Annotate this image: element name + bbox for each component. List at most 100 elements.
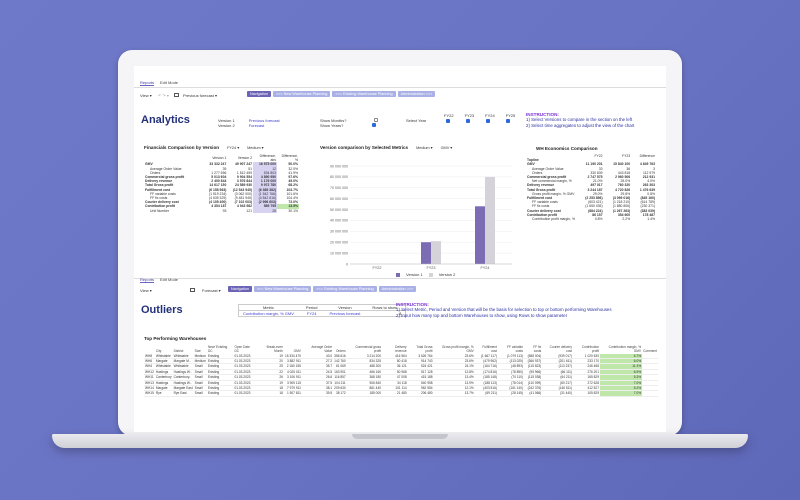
financials-cell-v1: (4 105 400) — [209, 200, 227, 205]
table-cell: 15 334 479 — [283, 353, 302, 359]
bar-version-1-fy24[interactable] — [475, 206, 485, 264]
financials-year-select[interactable]: FY24 ▾ — [227, 146, 240, 150]
financials-cell-p: 49.0% — [288, 179, 298, 184]
show-years-checkbox[interactable] — [372, 123, 377, 127]
outliers-nav-bar: Navigation <<< New Warehouse Planning <<… — [228, 286, 417, 292]
table-row[interactable]: WH13 Hastings Hastings W.. Small Existing 01.… — [144, 380, 658, 387]
table-cell: WH12 — [144, 369, 155, 376]
year-fy23-checkbox[interactable] — [466, 118, 471, 123]
outliers-tab-edit-mode[interactable]: Edit Mode — [160, 277, 179, 282]
financials-cell-label: Average Order Value — [150, 166, 182, 171]
tab-edit-mode[interactable]: Edit Mode — [160, 80, 179, 85]
chart-metric-select[interactable]: GMV ▾ — [440, 146, 453, 150]
financials-cell-v2: (7 102 003) — [234, 200, 252, 205]
table-cell — [642, 390, 658, 397]
table-cell: 834 325 — [346, 358, 382, 365]
chart-legend: Version 1 Version 2 — [396, 272, 455, 277]
economics-cell-label: Commercial gross profit — [527, 175, 567, 180]
economics-cell-a: 86 157 — [592, 212, 603, 217]
selector-header-metric: Metric — [238, 304, 298, 311]
outliers-new-warehouse-button[interactable]: <<< New Warehouse Planning — [253, 286, 312, 292]
financials-cell-d: 28 — [253, 208, 277, 213]
economics-cell-c: 263 303 — [642, 183, 655, 188]
outliers-existing-warehouse-button[interactable]: <<< Existing Warehouse Planning — [313, 286, 377, 292]
version-2-label: Version 2 — [218, 123, 235, 128]
x-tick-label: FY23 — [426, 266, 435, 270]
table-cell: (174 816) — [474, 369, 498, 376]
year-fy22-checkbox[interactable] — [446, 118, 451, 123]
chart-level-value: Medium — [416, 146, 430, 150]
economics-cell-a: 33 — [598, 166, 603, 171]
navigation-button[interactable]: Navigation — [247, 91, 271, 97]
economics-row: Net commercial margin, % 21.0% 25.0% 4.0% — [526, 179, 656, 183]
calendar-icon[interactable] — [174, 93, 179, 97]
table-cell: Medium — [193, 353, 207, 359]
outliers-navigation-button[interactable]: Navigation — [228, 286, 252, 292]
show-months-checkbox[interactable] — [374, 118, 379, 122]
selector-period-value[interactable]: FY24 — [306, 311, 317, 316]
financials-cell-p: 41.9% — [288, 170, 298, 175]
bar-version-2-fy24[interactable] — [485, 176, 495, 264]
administration-button[interactable]: Administration >>> — [397, 91, 436, 97]
year-fy25-checkbox[interactable] — [506, 118, 511, 123]
selector-version-value[interactable]: Previous forecast — [329, 311, 361, 316]
economics-cell-a: 0.8% — [594, 217, 603, 222]
economics-cell-b: 25.0% — [620, 179, 631, 184]
view-dropdown[interactable]: View ▾ — [140, 93, 152, 98]
bar-version-1-fy23[interactable] — [421, 242, 431, 264]
table-cell: (48 893) — [497, 363, 525, 370]
economics-row: Commercial gross profit 2 747 575 2 960 50… — [526, 175, 656, 179]
economics-cell-label: Net commercial margin, % — [532, 179, 572, 184]
table-cell: 488 300 — [346, 363, 382, 370]
table-cell: 21 480 — [382, 390, 408, 397]
table-cell: Existing — [206, 374, 234, 381]
outliers-calendar-icon[interactable] — [190, 288, 195, 292]
version-2-value[interactable]: Forecast — [248, 123, 265, 128]
table-row[interactable]: WH6 Margate Margate M.. Medium Existing 01.03… — [144, 358, 658, 365]
table-row[interactable]: WH14 Margate Margate East Small Existing 01.0… — [144, 385, 658, 392]
table-cell: 142 760 — [333, 358, 347, 365]
economics-cell-label: FF variable costs — [532, 200, 558, 205]
table-cell: 38.1 — [301, 385, 334, 392]
outliers-view-dropdown[interactable]: View ▾ — [140, 288, 152, 293]
tab-reports[interactable]: Reports — [140, 80, 155, 86]
financials-cell-p: 30.1% — [288, 208, 298, 213]
table-row[interactable]: WH12 Hastings Hastings W.. Small Existing 01.… — [144, 369, 658, 376]
table-row[interactable]: WH8 Whitstable Whitstable Medium Existing 01.… — [144, 353, 658, 359]
financials-title: Financials Comparison by Version — [144, 145, 220, 150]
y-tick-label: 30 000 000 — [330, 230, 348, 234]
existing-warehouse-button[interactable]: <<< Existing Warehouse Planning — [332, 91, 396, 97]
bar-version-2-fy23[interactable] — [431, 241, 441, 264]
table-row[interactable]: WH4 Whitstable Whitstable Small Existing 01.0… — [144, 363, 658, 370]
table-row[interactable]: WH15 Rye Rye East Small Existing 01.03.2023 18… — [144, 390, 658, 397]
financials-row: FF variable costs (1 519 234) (3 062 000)(… — [144, 191, 299, 197]
table-cell: 206 480 — [407, 390, 434, 397]
financials-cell-p: 68.2% — [288, 183, 298, 188]
economics-cell-label: Orders — [532, 170, 543, 175]
economics-cell-label: Contribution profit — [527, 212, 557, 217]
new-warehouse-button[interactable]: <<< New Warehouse Planning — [272, 91, 331, 97]
outliers-forecast-select[interactable]: Forecast ▾ — [202, 288, 221, 293]
table-row[interactable]: WH11 Canterbury Canterbury.. Small Existing 0… — [144, 374, 658, 381]
warehouse-header: Fulfillment cost — [482, 345, 497, 353]
financials-level-select[interactable]: Medium ▾ — [247, 146, 264, 150]
forecast-select[interactable]: Previous forecast ▾ — [183, 93, 218, 98]
economics-row: Contribution profit margin, % 0.8% 2.2% 1.4… — [526, 217, 656, 221]
outliers-tab-reports[interactable]: Reports — [140, 277, 155, 283]
table-cell: 13.4% — [433, 374, 475, 381]
warehouse-header: Size — [194, 348, 201, 353]
undo-redo-icons[interactable]: ↶ ↷ ▾ — [158, 93, 169, 98]
selector-metric-value[interactable]: Contribution margin, % GMV — [243, 311, 294, 316]
version-1-value[interactable]: Previous forecast — [248, 118, 280, 123]
selector-rows-value[interactable]: 8 — [399, 311, 402, 316]
table-cell: 116 857 — [333, 374, 347, 381]
table-cell: 5.3% — [599, 374, 643, 381]
table-cell: (110 099) — [524, 380, 543, 387]
chart-level-select[interactable]: Medium ▾ — [416, 146, 433, 150]
table-cell: (146 511) — [542, 385, 573, 392]
financials-header-diff-abs: Difference, abs — [259, 154, 276, 163]
economics-row: GMV 11 190 201 15 840 100 4 649 763 — [526, 162, 656, 166]
year-fy24-checkbox[interactable] — [486, 118, 491, 123]
outliers-administration-button[interactable]: Administration >>> — [378, 286, 417, 292]
economics-cell-b: 15 840 100 — [613, 162, 631, 167]
